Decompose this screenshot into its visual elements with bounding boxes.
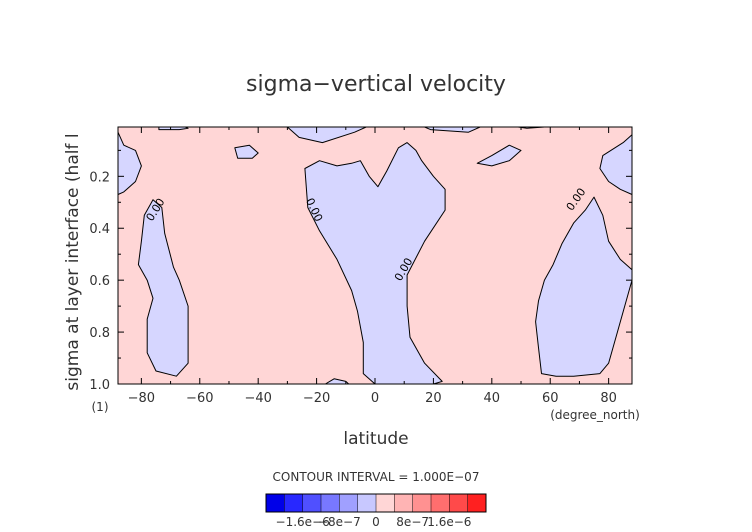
colorbar <box>265 493 487 513</box>
x-tick-label: 40 <box>484 391 501 406</box>
upper-mid-cell <box>234 144 259 159</box>
colorbar-swatch <box>376 494 395 512</box>
y-axis-label: sigma at layer interface (half l <box>63 133 83 390</box>
colorbar-swatch <box>284 494 303 512</box>
colorbar-swatch <box>467 494 486 512</box>
negative-velocity-regions <box>117 126 633 385</box>
colorbar-tick-label: 1.6e−6 <box>427 515 471 529</box>
y-tick-label: 1.0 <box>89 378 110 393</box>
colorbar-swatch <box>302 494 321 512</box>
colorbar-swatch <box>449 494 468 512</box>
south-polar-cell <box>117 131 142 195</box>
x-tick-label: −60 <box>186 391 213 406</box>
colorbar-swatch <box>431 494 450 512</box>
upper-right-small-cell <box>476 144 522 167</box>
central-column <box>304 142 446 385</box>
y-tick-label: 0.4 <box>89 222 110 237</box>
x-axis-unit: (degree_north) <box>550 408 640 422</box>
colorbar-swatch <box>321 494 340 512</box>
x-axis: −80 −60 −40 −20 0 20 40 60 80 <box>128 127 617 406</box>
x-axis-label: latitude <box>343 429 408 449</box>
north-polar-cell <box>599 134 633 195</box>
x-tick-label: −20 <box>303 391 330 406</box>
x-tick-label: −80 <box>128 391 155 406</box>
colorbar-tick-label: −1.6e−6 <box>276 515 330 529</box>
colorbar-tick-label: 0 <box>372 515 380 529</box>
northern-column <box>535 196 633 377</box>
y-axis-unit: (1) <box>92 400 109 414</box>
colorbar-tick-label: 8e−7 <box>396 515 429 529</box>
y-tick-label: 0.2 <box>89 170 110 185</box>
colorbar-tick-label: −8e−7 <box>318 515 361 529</box>
x-tick-label: 20 <box>425 391 442 406</box>
colorbar-swatch <box>412 494 431 512</box>
southern-column <box>137 199 189 377</box>
colorbar-tick-labels: −1.6e−6−8e−7 0 8e−71.6e−6 <box>276 515 472 529</box>
contour-interval: CONTOUR INTERVAL = 1.000E−07 <box>273 470 480 484</box>
colorbar-swatch <box>357 494 376 512</box>
y-tick-label: 0.8 <box>89 326 110 341</box>
x-tick-label: −40 <box>244 391 271 406</box>
y-axis: 0.2 0.4 0.6 0.8 1.0 <box>89 149 632 393</box>
colorbar-swatch <box>394 494 413 512</box>
y-tick-label: 0.6 <box>89 274 110 289</box>
colorbar-swatch <box>339 494 358 512</box>
chart-title: sigma−vertical velocity <box>246 72 506 97</box>
colorbar-swatch <box>266 494 285 512</box>
plot-area: 0.00 0.000.000.00 <box>117 126 633 385</box>
x-tick-label: 0 <box>371 391 379 406</box>
x-tick-label: 60 <box>542 391 559 406</box>
x-tick-label: 80 <box>600 391 617 406</box>
